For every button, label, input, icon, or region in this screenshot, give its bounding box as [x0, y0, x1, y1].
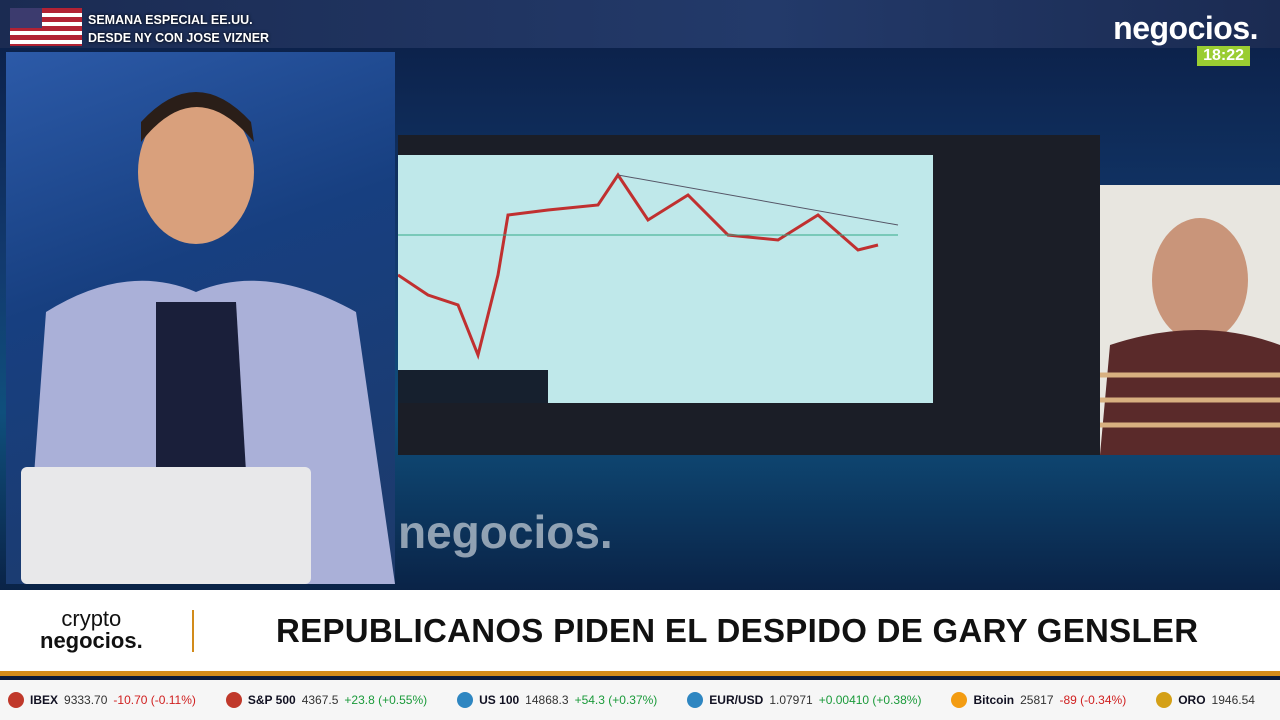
brand-logo: negocios.: [1113, 10, 1258, 46]
ticker-name: S&P 500: [247, 693, 296, 707]
ticker-price: 25817: [1020, 693, 1054, 707]
host-video: [6, 52, 395, 584]
ticker-item: ORO 1946.54: [1148, 692, 1261, 708]
ticker-change: +0.00410 (+0.38%): [818, 693, 922, 707]
host-figure: [21, 92, 395, 584]
ticker-item: S&P 500 4367.5 +23.8 (+0.55%): [218, 692, 427, 708]
ticker-name: US 100: [479, 693, 520, 707]
ticker-icon: [457, 692, 474, 708]
ticker-item: EUR/USD 1.07971 +0.00410 (+0.38%): [679, 692, 921, 708]
ticker-change: -89 (-0.34%): [1059, 693, 1127, 707]
top-bar: [0, 0, 1280, 48]
program-line: negocios.: [40, 628, 143, 653]
headline: REPUBLICANOS PIDEN EL DESPIDO DE GARY GE…: [276, 612, 1199, 649]
ticker-price: 1946.54: [1211, 693, 1255, 707]
ticker-item: Bitcoin 25817 -89 (-0.34%): [943, 692, 1126, 708]
special-badge: SEMANA ESPECIAL EE.UU. DESDE NY CON JOSE…: [10, 8, 310, 48]
separator: [192, 610, 194, 652]
clock: 18:22: [1197, 46, 1250, 66]
special-line: DESDE NY CON JOSE VIZNER: [88, 31, 270, 45]
ticker-price: 4367.5: [301, 693, 339, 707]
ticker-icon: [1156, 692, 1173, 708]
ticker-price: 14868.3: [525, 693, 569, 707]
ticker-price: 9333.70: [64, 693, 108, 707]
ticker-icon: [8, 692, 24, 708]
ticker: IBEX 9333.70 -10.70 (-0.11%) S&P 500 4367.5 +…: [0, 680, 1280, 720]
ticker-price: 1.07971: [769, 693, 813, 707]
chart-image: [397, 172, 899, 403]
ticker-change: -10.70 (-0.11%): [113, 693, 196, 707]
ticker-icon: [687, 692, 704, 708]
ticker-name: IBEX: [30, 693, 59, 707]
ticker-icon: [951, 692, 968, 708]
program-line: crypto: [61, 606, 122, 631]
ticker-name: EUR/USD: [709, 693, 764, 707]
watermark: negocios.: [398, 506, 613, 558]
lower-third: crypto negocios. REPUBLICANOS PIDEN EL D…: [0, 590, 1280, 676]
ticker-item: IBEX 9333.70 -10.70 (-0.11%): [0, 692, 196, 708]
chart-screenshot: [397, 155, 933, 403]
ticker-icon: [225, 692, 242, 708]
ticker-name: ORO: [1178, 693, 1206, 707]
special-text: SEMANA ESPECIAL EE.UU. DESDE NY CON JOSE…: [88, 11, 269, 47]
guest-video: [1100, 185, 1280, 455]
special-line: SEMANA ESPECIAL EE.UU.: [88, 13, 253, 27]
ticker-item: US 100 14868.3 +54.3 (+0.37%): [449, 692, 657, 708]
ticker-name: Bitcoin: [973, 693, 1015, 707]
guest-figure: [1100, 218, 1280, 455]
ticker-change: +54.3 (+0.37%): [574, 693, 658, 707]
ticker-change: +23.8 (+0.55%): [344, 693, 428, 707]
us-flag: [10, 8, 82, 46]
program-logo: crypto negocios.: [40, 608, 143, 652]
